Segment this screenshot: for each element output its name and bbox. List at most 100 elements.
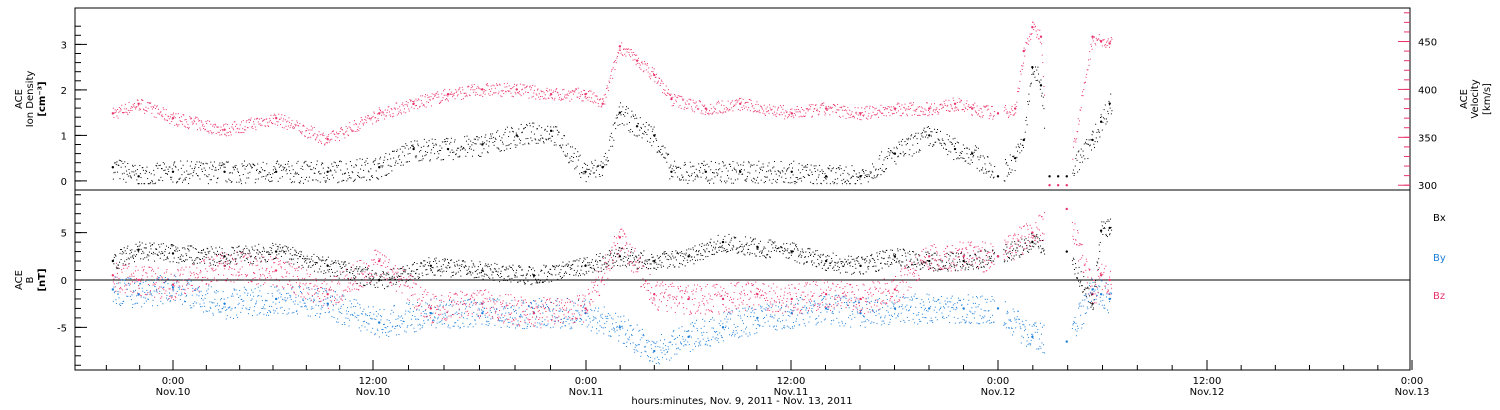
density-sample <box>206 163 208 165</box>
bz-point <box>618 236 622 239</box>
bz-sample <box>240 260 242 262</box>
density-sample <box>130 176 132 178</box>
velocity-sample <box>857 107 859 109</box>
bz-sample <box>356 260 358 262</box>
bx-sample <box>269 247 271 249</box>
bx-sample <box>246 247 248 249</box>
density-sample <box>958 158 960 160</box>
density-sample <box>952 143 954 145</box>
density-sample <box>514 144 516 146</box>
bx-point <box>1108 226 1111 230</box>
bz-sample <box>191 285 193 287</box>
density-sample <box>568 161 570 163</box>
by-sample <box>198 291 200 293</box>
velocity-sample <box>611 68 613 70</box>
velocity-sample <box>693 102 695 104</box>
bx-sample <box>355 268 357 270</box>
by-sample <box>209 306 211 308</box>
density-sample <box>305 176 307 178</box>
velocity-sample <box>546 87 548 89</box>
density-sample <box>799 172 801 174</box>
velocity-sample <box>945 99 947 101</box>
density-sample <box>209 179 211 181</box>
density-sample <box>660 154 662 156</box>
velocity-sample <box>435 93 437 95</box>
density-sample <box>468 148 470 150</box>
bx-sample <box>275 257 277 259</box>
by-sample <box>222 291 224 293</box>
velocity-point <box>326 138 329 141</box>
density-sample <box>943 142 945 144</box>
density-sample <box>443 141 445 143</box>
bz-point <box>721 297 725 301</box>
density-sample <box>449 143 451 145</box>
velocity-sample <box>990 114 992 116</box>
velocity-sample <box>211 133 213 135</box>
density-sample <box>582 167 584 169</box>
velocity-sample <box>847 113 849 115</box>
density-sample <box>675 165 677 167</box>
bx-sample <box>200 252 202 254</box>
bx-sample <box>226 263 228 265</box>
velocity-sample <box>494 92 496 94</box>
velocity-sample <box>755 111 757 113</box>
velocity-sample <box>1026 42 1028 44</box>
density-sample <box>1022 144 1024 146</box>
velocity-sample <box>616 55 618 57</box>
density-sample <box>933 144 935 146</box>
bx-sample <box>346 270 348 272</box>
density-sample <box>659 150 661 152</box>
bx-sample <box>122 251 124 253</box>
velocity-sample <box>758 109 760 111</box>
velocity-sample <box>162 107 164 109</box>
density-sample <box>900 153 902 155</box>
bx-sample <box>198 252 200 254</box>
bx-sample <box>235 260 237 262</box>
velocity-sample <box>1035 30 1037 32</box>
velocity-sample <box>980 108 982 110</box>
bz-sample <box>306 269 308 271</box>
density-sample <box>787 182 789 184</box>
density-sample <box>133 174 135 176</box>
density-sample <box>570 146 572 148</box>
velocity-sample <box>382 112 384 114</box>
density-sample <box>607 160 609 162</box>
by-sample <box>115 302 117 304</box>
velocity-sample <box>541 91 543 93</box>
density-sample <box>503 150 505 152</box>
density-sample <box>683 164 685 166</box>
bz-sample <box>269 275 271 277</box>
velocity-sample <box>275 117 277 119</box>
density-sample <box>1020 138 1022 140</box>
velocity-sample <box>764 113 766 115</box>
density-sample <box>526 124 528 126</box>
density-sample <box>373 163 375 165</box>
density-sample <box>929 127 931 129</box>
density-sample <box>1015 160 1017 162</box>
density-sample <box>598 164 600 166</box>
velocity-sample <box>540 90 542 92</box>
density-sample <box>169 166 171 168</box>
velocity-sample <box>1035 25 1037 27</box>
velocity-sample <box>191 121 193 123</box>
density-sample <box>452 151 454 153</box>
velocity-sample <box>738 99 740 101</box>
velocity-sample <box>918 106 920 108</box>
velocity-sample <box>1088 64 1090 66</box>
velocity-sample <box>355 122 357 124</box>
velocity-sample <box>722 111 724 113</box>
by-sample <box>156 291 158 293</box>
velocity-sample <box>617 52 619 54</box>
by-sample <box>122 301 124 303</box>
by-sample <box>159 290 161 292</box>
density-sample <box>462 147 464 149</box>
bx-sample <box>349 271 350 273</box>
velocity-sample <box>176 123 178 125</box>
density-sample <box>356 159 358 161</box>
velocity-sample <box>580 94 582 96</box>
velocity-sample <box>274 113 276 115</box>
density-sample <box>764 181 766 183</box>
velocity-sample <box>923 114 925 116</box>
density-sample <box>450 137 452 139</box>
bx-sample <box>199 258 201 260</box>
